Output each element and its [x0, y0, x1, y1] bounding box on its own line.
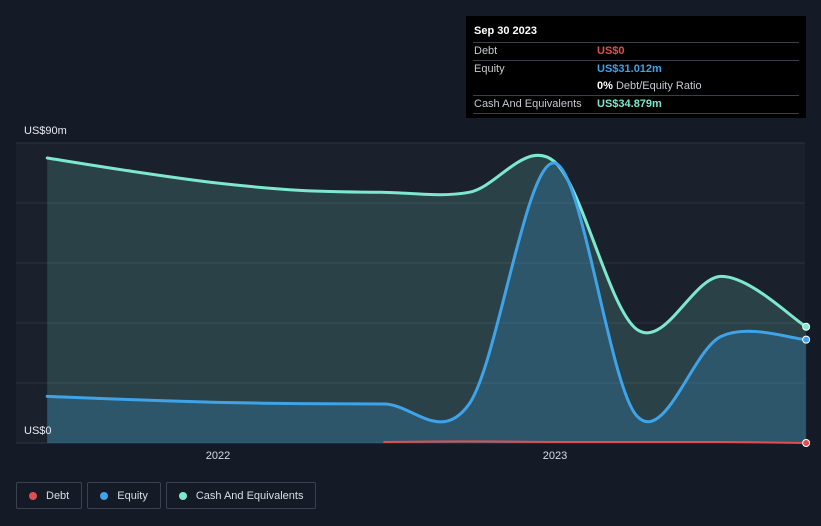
- tooltip-ratio-spacer: [473, 78, 597, 95]
- x-tick-label-2022: 2022: [205, 450, 231, 462]
- tooltip-cash-label: Cash And Equivalents: [474, 98, 582, 110]
- tooltip-row-debt: Debt US$0: [473, 43, 799, 61]
- cash-and-equivalents-line: [45, 153, 808, 335]
- tooltip-ratio-value: 0%: [597, 80, 613, 92]
- equity-end-marker[interactable]: [802, 335, 811, 344]
- data-tooltip: Sep 30 2023 Debt US$0 Equity US$31.012m …: [466, 16, 806, 118]
- debt-end-marker[interactable]: [802, 439, 811, 447]
- debt-line: [383, 440, 808, 444]
- legend-item-debt[interactable]: Debt: [16, 482, 83, 509]
- y-axis-max-label: US$90m: [24, 125, 67, 137]
- legend-item-equity[interactable]: Equity: [87, 482, 161, 509]
- legend-label-debt: Debt: [46, 489, 70, 502]
- tooltip-row-equity: Equity US$31.012m: [473, 61, 799, 78]
- series-end-markers[interactable]: [802, 322, 811, 447]
- tooltip-cash-value: US$34.879m: [597, 98, 662, 110]
- tooltip-debt-label: Debt: [474, 45, 498, 57]
- tooltip-ratio-label: Debt/Equity Ratio: [615, 80, 702, 92]
- debt-dot-icon: [29, 491, 37, 500]
- legend-label-cash: Cash And Equivalents: [195, 489, 304, 502]
- cash-and-equivalents-end-marker[interactable]: [802, 322, 811, 331]
- gridlines: [16, 142, 805, 444]
- series-lines: [45, 153, 808, 444]
- x-tick-label-2023: 2023: [542, 450, 568, 462]
- equity-area: [47, 162, 807, 443]
- tooltip-debt-value: US$0: [597, 45, 625, 57]
- cash-dot-icon: [178, 491, 187, 500]
- tooltip-row-ratio: 0% Debt/Equity Ratio: [473, 78, 799, 96]
- equity-dot-icon: [100, 491, 109, 500]
- y-axis-min-label: US$0: [24, 425, 52, 437]
- tooltip-date: Sep 30 2023: [473, 22, 799, 43]
- cash-and-equivalents-area: [47, 155, 807, 443]
- tooltip-equity-label: Equity: [474, 63, 505, 75]
- equity-line: [45, 161, 808, 424]
- tooltip-ratio: 0% Debt/Equity Ratio: [597, 78, 702, 95]
- legend-label-equity: Equity: [117, 489, 148, 502]
- tooltip-row-cash: Cash And Equivalents US$34.879m: [473, 96, 799, 114]
- chart-legend: Debt Equity Cash And Equivalents: [16, 482, 317, 509]
- tooltip-equity-value: US$31.012m: [597, 63, 662, 75]
- legend-item-cash[interactable]: Cash And Equivalents: [165, 482, 317, 509]
- series-areas: [47, 155, 807, 443]
